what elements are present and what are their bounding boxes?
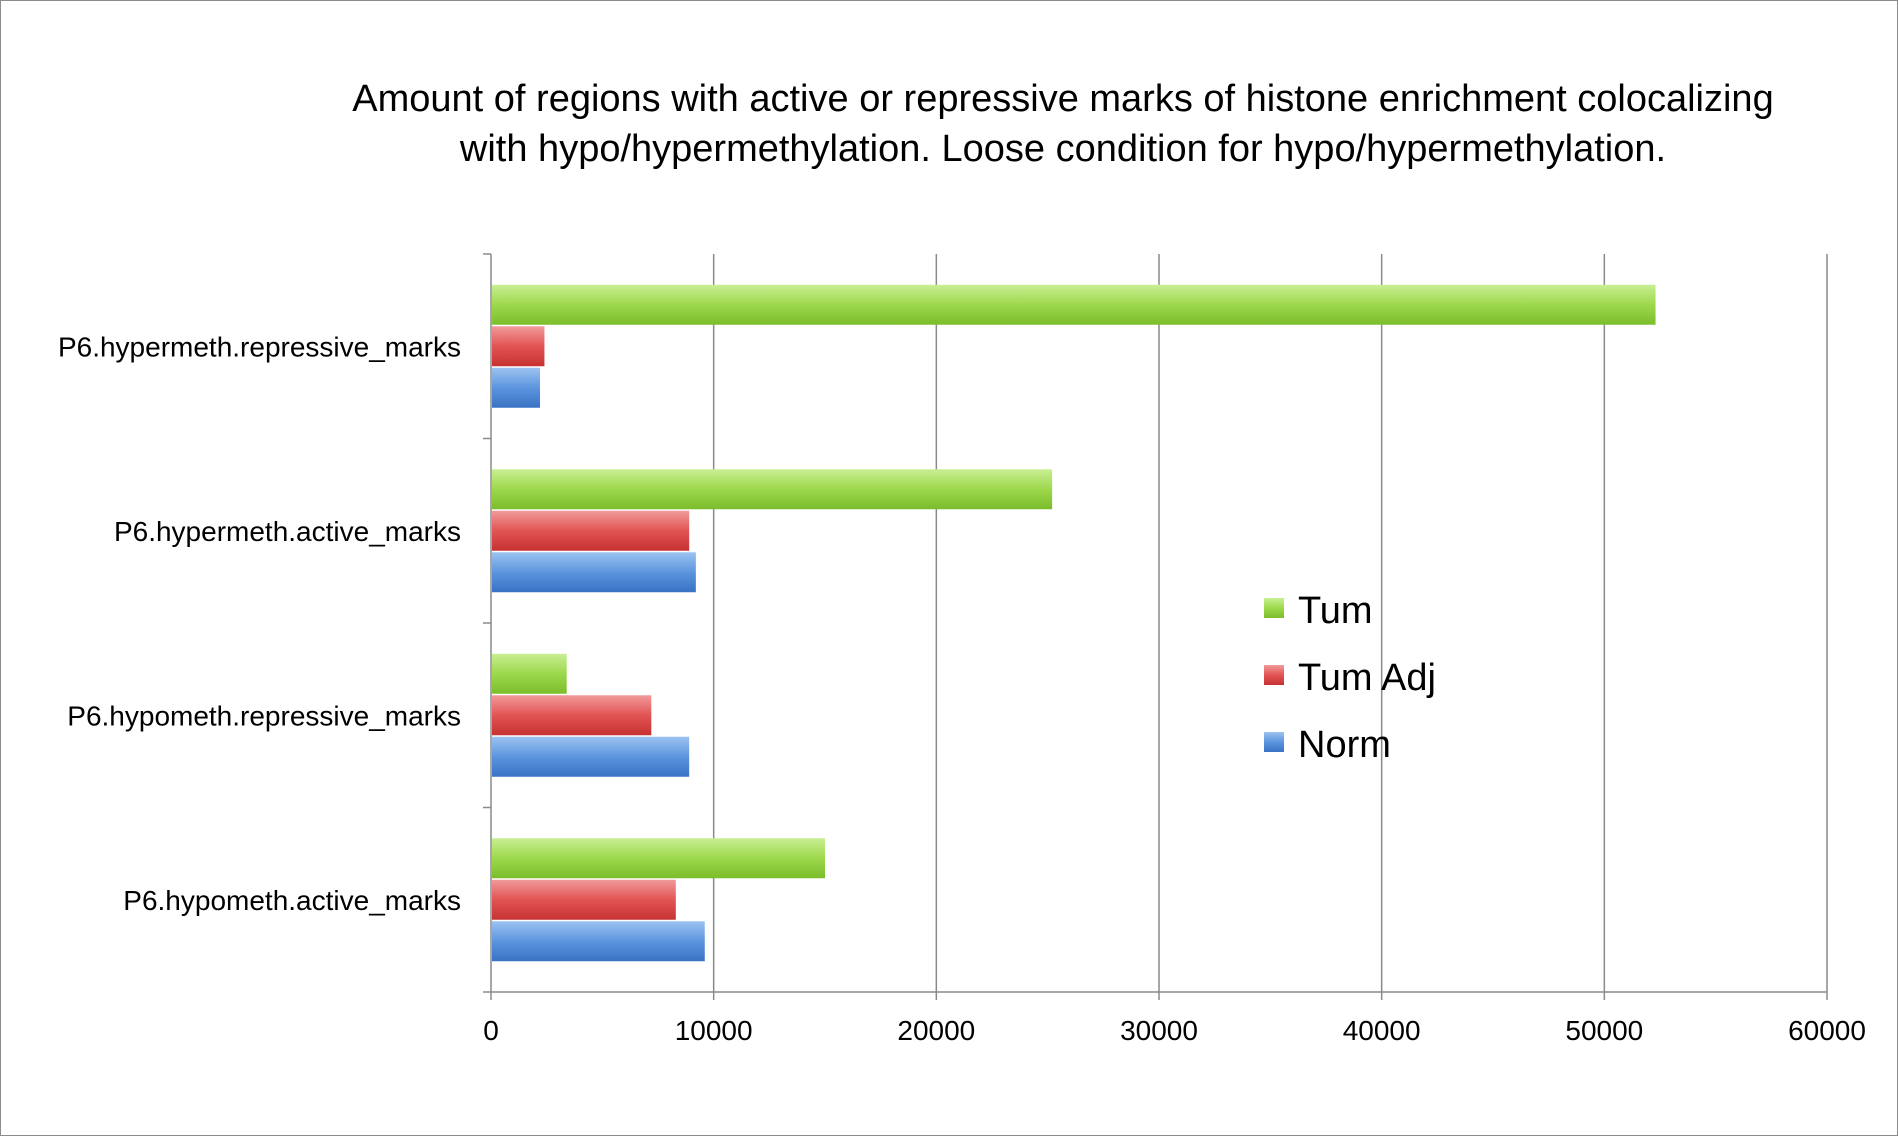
legend-label-tum: Tum xyxy=(1298,590,1373,632)
category-label: P6.hypermeth.repressive_marks xyxy=(58,331,461,362)
bar-norm-p6-hypermeth-repressive-marks xyxy=(492,367,540,408)
chart-title-line-1: Amount of regions with active or repress… xyxy=(352,78,1773,120)
bar-norm-p6-hypometh-active-marks xyxy=(492,921,705,962)
legend: Tum Tum Adj Norm xyxy=(1264,590,1436,766)
legend-swatch-tum-adj xyxy=(1264,665,1284,685)
x-tick-label: 40000 xyxy=(1343,1015,1421,1046)
bar-tum-p6-hypermeth-repressive-marks xyxy=(492,284,1656,325)
x-tick-label: 60000 xyxy=(1788,1015,1866,1046)
category-label: P6.hypometh.repressive_marks xyxy=(67,700,461,731)
bar-norm-p6-hypometh-repressive-marks xyxy=(492,736,690,777)
x-tick-label: 20000 xyxy=(897,1015,975,1046)
category-labels: P6.hypermeth.repressive_marks P6.hypermet… xyxy=(58,331,461,916)
x-tick-labels: 0 10000 20000 30000 40000 50000 60000 xyxy=(483,1015,1866,1046)
x-tick-label: 30000 xyxy=(1120,1015,1198,1046)
bar-tum-adj-p6-hypometh-active-marks xyxy=(492,879,676,920)
bar-tum-adj-p6-hypermeth-repressive-marks xyxy=(492,326,545,367)
legend-label-tum-adj: Tum Adj xyxy=(1298,657,1436,699)
category-label: P6.hypometh.active_marks xyxy=(123,885,461,916)
gridlines xyxy=(712,254,1828,992)
bar-norm-p6-hypermeth-active-marks xyxy=(492,552,696,593)
bar-tum-p6-hypermeth-active-marks xyxy=(492,469,1053,510)
chart-title-line-2: with hypo/hypermethylation. Loose condit… xyxy=(459,128,1666,170)
bar-tum-p6-hypometh-repressive-marks xyxy=(492,653,567,694)
axes xyxy=(483,253,1828,1000)
bar-tum-adj-p6-hypermeth-active-marks xyxy=(492,510,690,551)
chart-title: Amount of regions with active or repress… xyxy=(352,78,1773,170)
bars xyxy=(492,284,1656,962)
x-tick-label: 10000 xyxy=(675,1015,753,1046)
x-tick-label: 0 xyxy=(483,1015,499,1046)
legend-swatch-norm xyxy=(1264,732,1284,752)
category-label: P6.hypermeth.active_marks xyxy=(114,516,461,547)
legend-label-norm: Norm xyxy=(1298,724,1391,766)
legend-swatch-tum xyxy=(1264,598,1284,618)
x-tick-label: 50000 xyxy=(1565,1015,1643,1046)
bar-tum-adj-p6-hypometh-repressive-marks xyxy=(492,695,652,736)
bar-tum-p6-hypometh-active-marks xyxy=(492,838,825,879)
